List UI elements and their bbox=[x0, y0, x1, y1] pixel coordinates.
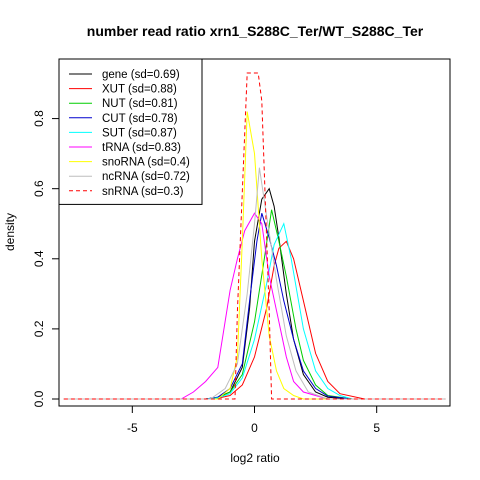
series-line-7 bbox=[63, 167, 446, 400]
legend-label: XUT (sd=0.88) bbox=[102, 84, 177, 96]
legend-label: tRNA (sd=0.83) bbox=[102, 142, 181, 154]
y-axis-title: density bbox=[3, 213, 17, 251]
x-axis-title: log2 ratio bbox=[230, 451, 280, 465]
legend-label: ncRNA (sd=0.72) bbox=[102, 171, 190, 183]
legend-label: NUT (sd=0.81) bbox=[102, 98, 178, 110]
series-line-6 bbox=[63, 111, 446, 400]
legend-label: snoRNA (sd=0.4) bbox=[102, 157, 190, 169]
series-layer bbox=[63, 72, 446, 400]
y-tick-label: 0.8 bbox=[32, 110, 46, 127]
y-tick-label: 0.2 bbox=[32, 320, 46, 337]
legend-label: SUT (sd=0.87) bbox=[102, 127, 177, 139]
series-line-8 bbox=[63, 72, 446, 400]
series-line-5 bbox=[63, 212, 446, 400]
x-tick-label: -5 bbox=[127, 421, 138, 435]
series-line-1 bbox=[63, 240, 446, 400]
y-tick-label: 0.6 bbox=[32, 180, 46, 197]
chart-title: number read ratio xrn1_S288C_Ter/WT_S288… bbox=[87, 23, 424, 39]
legend-label: gene (sd=0.69) bbox=[102, 69, 180, 81]
legend-label: snRNA (sd=0.3) bbox=[102, 186, 184, 198]
series-line-4 bbox=[63, 222, 446, 400]
legend-box bbox=[58, 58, 203, 205]
legend: gene (sd=0.69) XUT (sd=0.88) NUT (sd=0.81)… bbox=[58, 58, 203, 205]
x-tick-label: 5 bbox=[373, 421, 380, 435]
series-line-2 bbox=[63, 209, 446, 400]
y-tick-label: 0.4 bbox=[32, 250, 46, 267]
legend-label: CUT (sd=0.78) bbox=[102, 113, 178, 125]
y-tick-label: 0.0 bbox=[32, 390, 46, 407]
y-axis: 0.0 0.2 0.4 0.6 0.8 bbox=[32, 110, 59, 407]
x-axis: -5 0 5 bbox=[127, 406, 380, 435]
x-tick-label: 0 bbox=[251, 421, 258, 435]
